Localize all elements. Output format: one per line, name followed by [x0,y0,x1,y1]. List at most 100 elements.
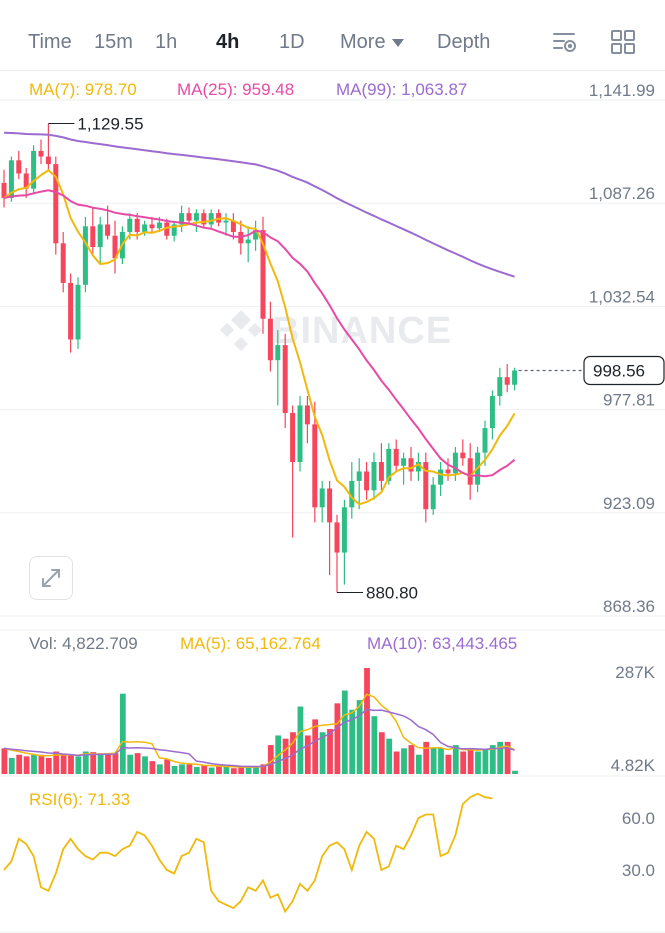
candle-body [186,213,192,221]
volume-bar [312,719,319,774]
tab-1h[interactable]: 1h [155,31,178,53]
candle-body [31,150,37,189]
candle-body [386,448,392,481]
candle-body [445,469,451,474]
watermark-logo-icon [219,310,263,352]
low-annotation: 880.80 [337,584,418,603]
candle-body [393,448,399,466]
volume-bar [149,761,156,774]
candle-body [504,377,510,385]
volume-bar [504,741,511,774]
tab-15m[interactable]: 15m [94,31,133,53]
candle-body [53,164,59,244]
candle-body [245,239,251,244]
volume-bar [393,751,400,774]
toolbar-divider [0,70,665,71]
candle-body [489,396,495,429]
candle-body [179,213,185,225]
candle-body [371,462,377,491]
candle-body [467,458,473,485]
candle-body [327,488,333,523]
chart-settings-icon[interactable] [551,28,579,56]
volume-bar [134,753,141,774]
candle-body [112,235,118,259]
volume-bar [97,754,104,774]
candle-body [297,405,303,463]
layout-grid-icon[interactable] [609,28,637,56]
tab-4h[interactable]: 4h [216,31,240,53]
expand-chart-button[interactable] [29,556,73,600]
tab-1d[interactable]: 1D [279,31,305,53]
tab-depth[interactable]: Depth [437,31,491,53]
ma7-line [3,169,516,506]
more-dropdown[interactable]: More [340,31,404,54]
candle-body [497,377,503,397]
candle-body [312,424,318,508]
candle-body [423,462,429,510]
volume-bar [156,764,163,774]
expand-icon [42,569,60,587]
candle-body [260,230,266,319]
low-price-label: 880.80 [366,584,418,603]
volume-bar [415,754,422,774]
rsi-label: RSI(6): 71.33 [29,790,130,809]
high-price-label: 1,129.55 [77,114,143,133]
volume-bar [208,767,215,774]
candle-body [290,413,296,463]
price-tick-label: 977.81 [603,391,655,410]
volume-bar [489,745,496,774]
volume-label: Vol: 4,822.709 [29,634,138,653]
volume-ma5-line [3,693,515,768]
volume-bar [452,745,459,774]
volume-bar [68,754,74,774]
candle-body [460,452,466,459]
candle-body [275,345,281,361]
watermark: BINANCE [272,310,452,352]
candle-body [230,220,236,232]
candle-body [349,480,355,508]
candle-body [430,484,436,510]
volume-bar [164,759,171,774]
candle-body [482,428,488,453]
candles [1,123,518,593]
candle-body [68,282,74,340]
volume-bar [290,732,296,774]
volume-bar [230,768,237,774]
candle-body [319,488,325,508]
candle-body [408,458,414,472]
volume-bar [467,748,474,774]
candle-body [45,156,51,165]
rsi-tick-label: 30.0 [622,861,655,880]
candle-body [193,213,199,221]
tab-time[interactable]: Time [28,31,72,53]
volume-bar [8,757,15,774]
volume-bar [238,766,245,774]
volume-bar [438,748,444,774]
volume-bar [216,765,222,774]
volume-bar [186,764,193,774]
candle-body [90,226,96,248]
volume-bar [401,748,407,774]
volume-axis: 287K 4.82K [611,663,656,775]
ma99-label: MA(99): 1,063.87 [336,80,467,99]
volume-bar [378,732,385,774]
candle-body [512,370,518,385]
candle-body [438,469,444,485]
candle-body [267,318,273,361]
timeframe-toolbar: Time 15m 1h 4h 1D More Depth [0,0,665,70]
price-axis: 1,141.99 1,087.26 1,032.54 977.81 923.09 868.… [589,81,655,616]
volume-bar [253,765,259,774]
ma99-line [3,131,515,278]
candle-body [253,230,259,240]
candle-body [38,150,44,157]
volume-bar [460,751,467,774]
volume-bar [201,765,208,774]
volume-bar [193,766,200,774]
candle-body [1,182,7,199]
volume-bar [112,753,119,774]
candle-body [341,507,347,553]
volume-ma5-label: MA(5): 65,162.764 [180,634,321,653]
candle-body [60,243,66,283]
volume-bar [512,770,518,774]
candlestick-chart[interactable]: BINANCE MA(7): 978.70 MA(25): 959.48 MA(… [0,71,665,933]
